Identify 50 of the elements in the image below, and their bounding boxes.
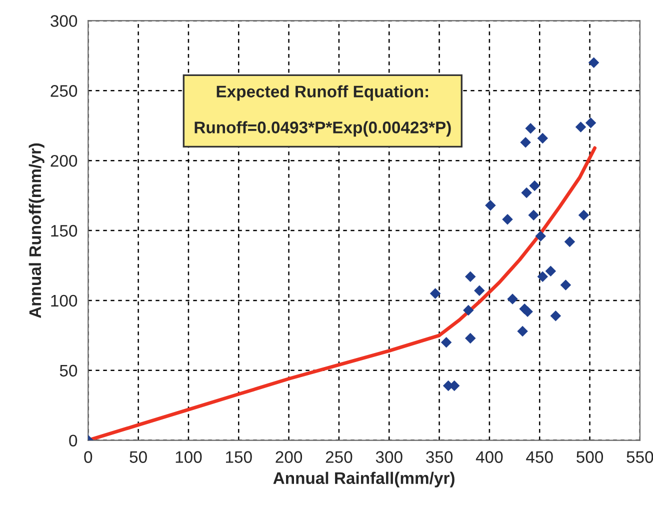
x-tick-label: 400 <box>476 451 503 463</box>
line-series <box>88 146 597 440</box>
text: Expected Runoff Equation: Runoff=0.0493*P*Exp(0.00423*P) <box>194 85 451 137</box>
point <box>465 332 476 344</box>
x-axis-title: Annual Rainfall(mm/yr) <box>273 472 454 488</box>
point <box>578 210 590 221</box>
x-tick-label: 0 <box>84 451 92 463</box>
y-tick-label: 50 <box>60 364 78 377</box>
point <box>502 214 513 225</box>
y-tick-label: 150 <box>51 224 78 237</box>
point <box>522 306 533 318</box>
point <box>485 200 496 211</box>
point <box>440 337 452 348</box>
point <box>588 57 600 68</box>
y-tick-label: 0 <box>69 434 78 447</box>
point <box>529 180 540 192</box>
x-tick-label: 50 <box>130 451 147 463</box>
point <box>463 304 474 316</box>
point <box>585 117 596 128</box>
point <box>560 280 572 290</box>
point <box>474 285 485 296</box>
point <box>537 132 548 144</box>
point <box>550 310 562 322</box>
y-tick-label: 250 <box>50 85 78 97</box>
x-tick-label: 100 <box>176 451 202 463</box>
x-tick-label: 450 <box>526 451 553 463</box>
x-tick-label: 500 <box>576 451 604 463</box>
x-tick-label: 250 <box>326 451 352 463</box>
point <box>575 122 586 132</box>
y-tick-label: 300 <box>50 15 78 27</box>
point <box>430 288 441 299</box>
point <box>537 271 548 282</box>
point <box>517 326 528 337</box>
point <box>564 236 576 248</box>
point <box>545 266 556 276</box>
y-axis-title: Annual Runoff(mm/yr) <box>28 143 44 318</box>
x-tick-label: 350 <box>426 451 453 463</box>
point <box>465 271 476 282</box>
y-tick-label: 100 <box>51 294 78 307</box>
point <box>525 123 536 134</box>
point <box>535 230 546 242</box>
x-tick-label: 550 <box>626 451 653 463</box>
point <box>520 137 531 148</box>
y-tick-label: 200 <box>50 154 78 167</box>
x-tick-label: 200 <box>276 451 302 463</box>
x-tick-label: 300 <box>376 451 402 463</box>
point <box>521 187 532 198</box>
point <box>507 294 518 304</box>
point <box>528 210 539 221</box>
x-tick-label: 150 <box>226 451 252 463</box>
